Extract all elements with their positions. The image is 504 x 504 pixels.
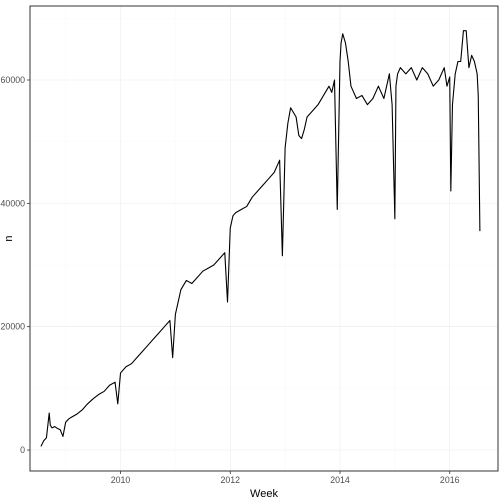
y-tick-label: 60000	[1, 75, 26, 85]
y-axis-title: n	[3, 235, 15, 241]
x-axis-title: Week	[250, 488, 278, 500]
y-tick-label: 0	[20, 445, 25, 455]
x-tick-label: 2010	[111, 475, 131, 485]
series-line-group	[40, 30, 481, 447]
y-tick-label: 40000	[1, 198, 26, 208]
x-tick-labels: 2010 2012 2014 2016	[111, 475, 460, 485]
panel-border	[29, 5, 499, 472]
x-tick-label: 2014	[330, 475, 350, 485]
y-tick-label: 20000	[1, 322, 26, 332]
x-tick-label: 2016	[440, 475, 460, 485]
axis-ticks	[27, 79, 451, 474]
major-gridlines	[30, 6, 498, 471]
minor-gridlines	[30, 6, 498, 471]
y-tick-labels: 0 20000 40000 60000	[1, 75, 26, 455]
series-line	[40, 30, 481, 447]
x-tick-label: 2012	[220, 475, 240, 485]
